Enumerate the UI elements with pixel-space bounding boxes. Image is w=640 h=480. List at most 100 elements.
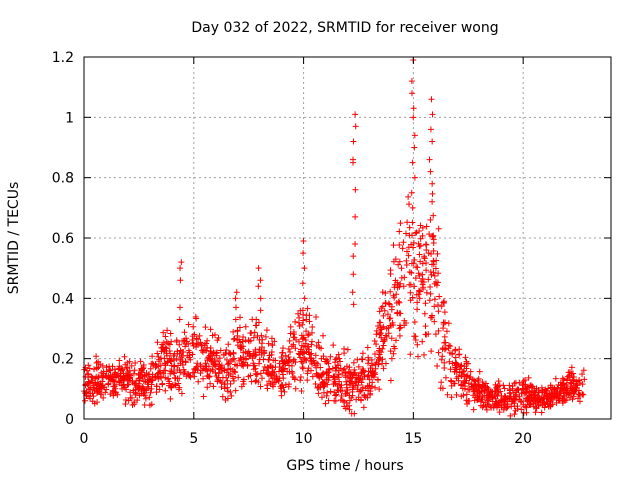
data-point: [393, 337, 400, 344]
data-point: [463, 391, 470, 398]
data-point: [173, 355, 180, 362]
data-point: [336, 378, 343, 385]
data-point: [369, 362, 376, 369]
data-point: [160, 329, 167, 336]
data-point: [160, 370, 167, 377]
data-point: [406, 269, 413, 276]
data-point: [200, 375, 207, 382]
data-point: [228, 392, 235, 399]
data-point: [230, 328, 237, 335]
data-point: [526, 388, 533, 395]
data-point: [234, 362, 241, 369]
data-point: [314, 384, 321, 391]
data-point: [371, 337, 378, 344]
data-point: [421, 255, 428, 262]
data-point: [337, 365, 344, 372]
data-point: [157, 355, 164, 362]
data-point: [265, 364, 272, 371]
data-point: [390, 350, 397, 357]
data-point: [255, 265, 262, 272]
data-point: [209, 332, 216, 339]
data-point: [221, 381, 228, 388]
data-point: [117, 379, 123, 386]
data-point: [388, 303, 395, 310]
data-point: [409, 159, 416, 166]
data-point: [390, 321, 397, 328]
data-point: [407, 281, 414, 288]
data-point: [443, 328, 450, 335]
data-point: [401, 274, 408, 281]
data-point: [143, 372, 150, 379]
data-point: [560, 381, 567, 388]
data-point: [224, 377, 231, 384]
data-point: [346, 382, 353, 389]
data-point: [132, 360, 139, 367]
chart-title: Day 032 of 2022, SRMTID for receiver won…: [191, 20, 498, 36]
data-point: [364, 344, 371, 351]
data-point: [299, 364, 306, 371]
data-point: [240, 361, 247, 368]
data-point: [120, 382, 127, 389]
data-point: [414, 341, 421, 348]
data-point: [321, 380, 328, 387]
data-point: [429, 180, 436, 187]
data-point: [92, 375, 99, 382]
data-point: [428, 348, 435, 355]
data-point: [342, 372, 349, 379]
data-point: [250, 334, 257, 341]
data-point: [155, 370, 162, 377]
data-point: [456, 351, 463, 358]
data-point: [439, 346, 446, 353]
data-point: [516, 393, 523, 400]
data-point: [575, 387, 582, 394]
data-point: [137, 358, 144, 365]
data-point: [291, 375, 298, 382]
data-point: [216, 355, 223, 362]
data-point: [429, 314, 436, 321]
data-point: [384, 311, 391, 318]
data-point: [265, 340, 272, 347]
data-point: [308, 350, 315, 357]
data-point: [406, 232, 413, 239]
data-point: [410, 260, 417, 267]
data-point: [165, 376, 172, 383]
data-point: [271, 338, 278, 345]
data-point: [556, 389, 563, 396]
data-point: [536, 396, 543, 403]
data-point: [560, 376, 567, 383]
data-point: [172, 375, 179, 382]
data-point: [507, 412, 514, 419]
data-point: [461, 371, 468, 378]
data-point: [344, 387, 351, 394]
data-point: [179, 352, 186, 359]
data-point: [224, 361, 231, 368]
data-point: [85, 393, 92, 400]
data-point: [411, 283, 418, 290]
data-point: [358, 379, 365, 386]
data-point: [422, 323, 429, 330]
data-point: [253, 377, 260, 384]
x-tick-label: 15: [404, 431, 422, 447]
data-point: [380, 312, 387, 319]
data-point: [222, 397, 229, 404]
data-point: [380, 338, 387, 345]
data-point: [532, 409, 539, 416]
data-point: [88, 373, 95, 380]
data-point: [344, 346, 351, 353]
data-point: [470, 385, 477, 392]
data-point: [441, 339, 448, 346]
data-point: [425, 250, 432, 257]
data-point: [136, 375, 143, 382]
data-point: [452, 364, 459, 371]
data-point: [564, 383, 571, 390]
data-point: [551, 392, 558, 399]
data-point: [518, 406, 525, 413]
data-point: [231, 377, 238, 384]
data-point: [112, 389, 119, 396]
data-point: [362, 394, 369, 401]
data-point: [229, 373, 236, 380]
data-point: [177, 360, 184, 367]
data-point: [425, 276, 432, 283]
data-point: [429, 232, 436, 239]
data-point: [396, 325, 403, 332]
